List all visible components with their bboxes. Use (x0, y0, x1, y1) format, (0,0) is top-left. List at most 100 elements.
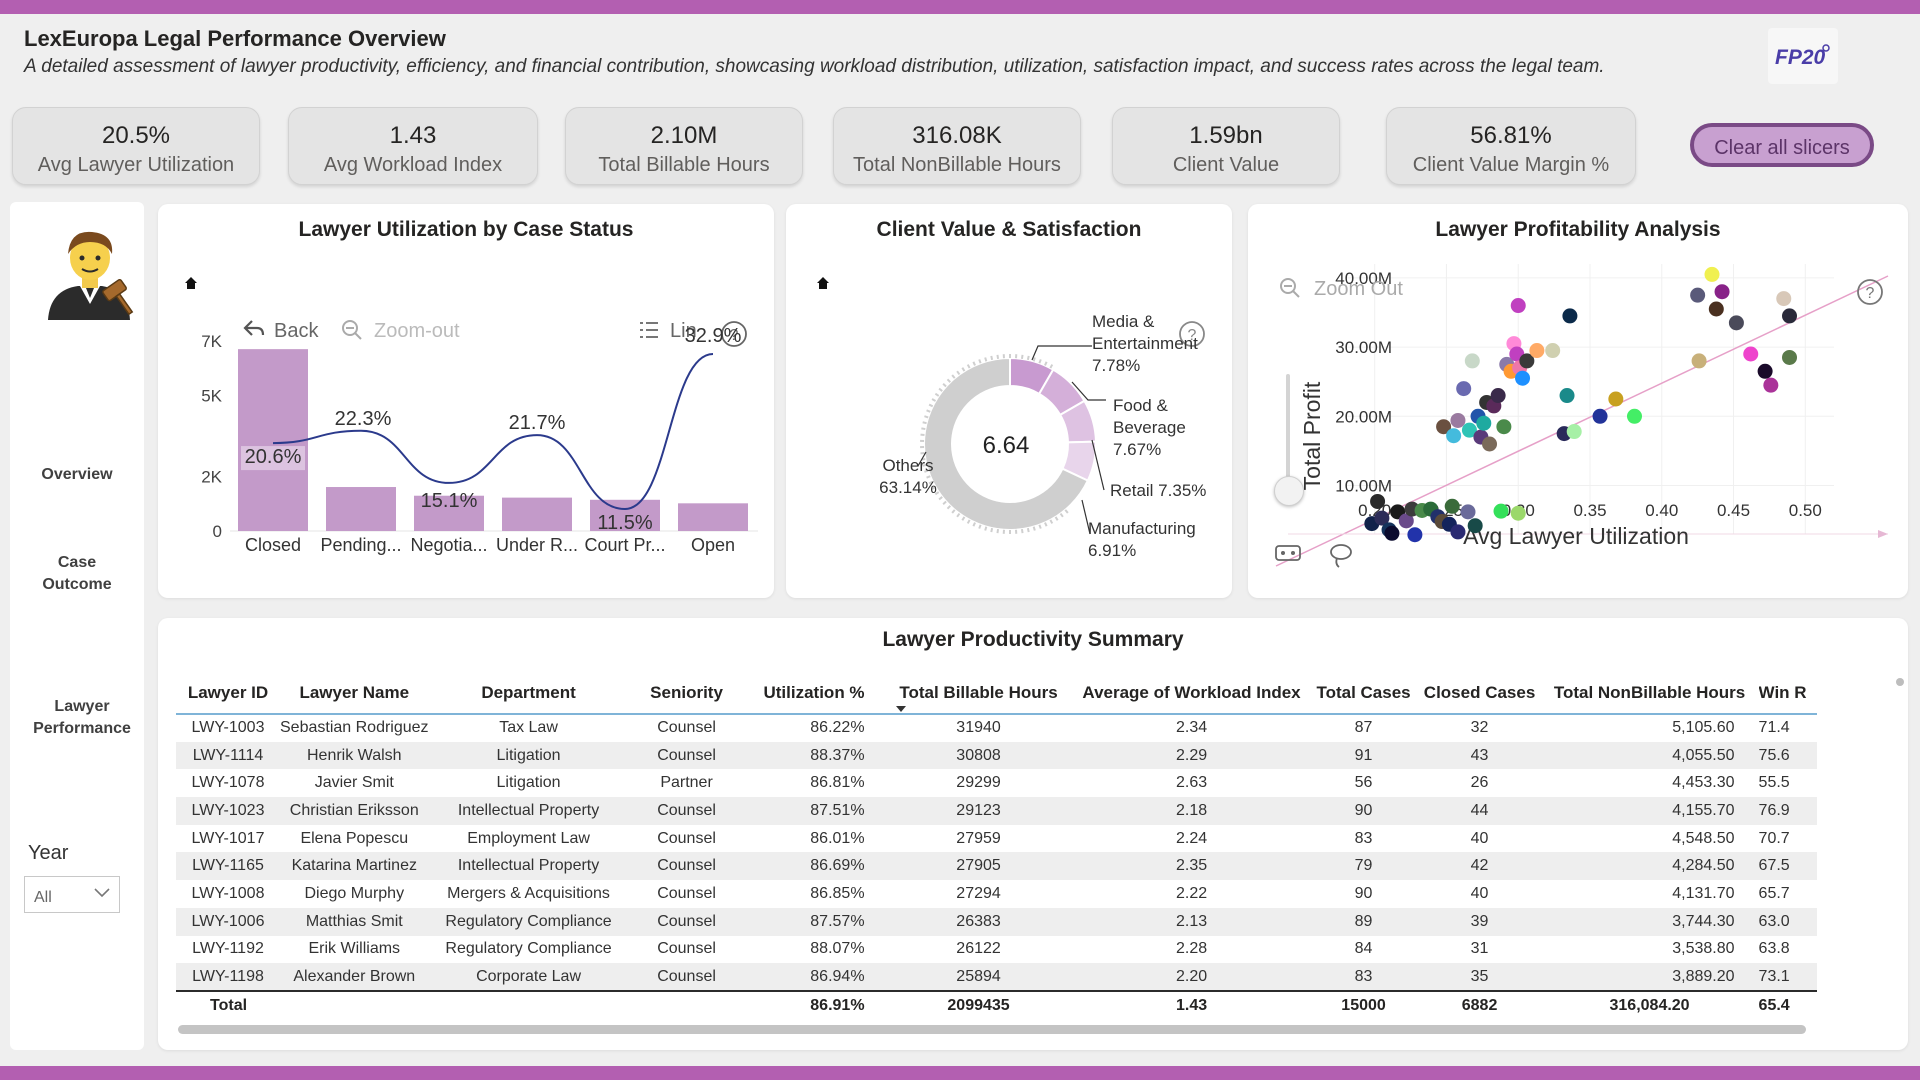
table-cell: LWY-1165 (176, 852, 280, 881)
donut-edge-tick (961, 516, 966, 521)
rectangle-select-icon[interactable] (1274, 542, 1302, 564)
scatter-point (1384, 525, 1400, 541)
client-value-chart-title: Client Value & Satisfaction (876, 218, 1142, 241)
clear-slicers-button[interactable]: Clear all slicers (1690, 123, 1874, 167)
column-header[interactable]: Seniority (628, 672, 745, 715)
svg-text:?: ? (730, 327, 739, 344)
table-row[interactable]: LWY-1192 Erik Williams Regulatory Complian… (176, 936, 1817, 964)
column-header[interactable]: Closed Cases (1418, 672, 1541, 715)
table-cell: Regulatory Compliance (428, 907, 629, 936)
donut-edge-tick (996, 354, 1000, 359)
help-icon[interactable]: ? (720, 320, 748, 348)
nav-case-outcome[interactable]: Case Outcome (42, 554, 112, 593)
donut-edge-tick (990, 527, 994, 533)
help-icon[interactable]: ? (1856, 278, 1884, 306)
scatter-point (1776, 291, 1792, 307)
year-slicer-dropdown[interactable]: All (24, 876, 120, 913)
svg-text:?: ? (1188, 327, 1197, 344)
table-cell: Employment Law (467, 829, 590, 847)
table-cell: 30808 (882, 741, 1075, 770)
line-data-label: 32.9% (685, 325, 742, 347)
donut-label: Manufacturing (1088, 519, 1196, 538)
table-cell: Counsel (628, 907, 745, 936)
donut-edge-tick (1059, 512, 1064, 518)
table-row[interactable]: LWY-1017 Elena Popescu Employment Law Couns… (176, 825, 1817, 853)
table-row[interactable]: LWY-1023 Christian Eriksson Intellectual P… (176, 797, 1817, 825)
x-axis-arrow (1878, 530, 1888, 538)
bar (678, 503, 748, 531)
logo-text: FP20 (1775, 46, 1826, 69)
zoom-slider-track[interactable] (1286, 374, 1290, 504)
kpi-card-utilization: 20.5% Avg Lawyer Utilization (12, 107, 260, 185)
table-row[interactable]: LWY-1165 Katarina Martinez Intellectual Pr… (176, 852, 1817, 881)
help-icon[interactable]: ? (1178, 320, 1206, 348)
column-header-sorted[interactable]: Total Billable Hours (882, 672, 1075, 715)
table-row[interactable]: LWY-1003 Sebastian Rodriguez Tax Law Counse… (176, 714, 1817, 742)
table-cell: 26122 (956, 940, 1001, 958)
table-cell: 2.35 (1074, 852, 1309, 881)
scatter-point (1714, 284, 1730, 300)
column-header[interactable]: Win R (1758, 672, 1817, 715)
back-button[interactable]: Back (274, 320, 319, 342)
kpi-label: Avg Lawyer Utilization (37, 154, 235, 176)
scatter-point (1566, 424, 1582, 440)
table-row[interactable]: LWY-1078 Javier Smit Litigation Partner 86.8… (176, 769, 1817, 797)
horizontal-scrollbar[interactable] (178, 1025, 1806, 1034)
zoom-slider-handle[interactable] (1274, 476, 1304, 506)
table-cell: 31940 (956, 719, 1001, 737)
lin-scale-button[interactable]: Lin (670, 320, 697, 342)
table-row[interactable]: LWY-1114 Henrik Walsh Litigation Counsel 88.… (176, 741, 1817, 770)
scatter-point (1562, 308, 1578, 324)
table-cell: Intellectual Property (428, 797, 629, 825)
home-icon[interactable] (184, 276, 198, 290)
table-cell: Matthias Smit (280, 907, 429, 936)
donut-slice (923, 356, 1090, 531)
table-cell: 4,155.70 (1540, 797, 1759, 825)
scatter-point (1782, 349, 1798, 365)
scatter-point (1461, 422, 1477, 438)
column-header[interactable]: Department (428, 672, 629, 715)
donut-edge-tick (1038, 359, 1042, 364)
table-cell: Mergers & Acquisitions (447, 884, 610, 902)
donut-edge-tick (924, 469, 929, 473)
column-header[interactable]: Total Cases (1308, 672, 1419, 715)
zoom-out-icon[interactable] (1278, 276, 1302, 300)
y-tick-label: 0 (213, 522, 222, 541)
table-cell: LWY-1078 (191, 774, 265, 792)
column-header[interactable]: Utilization % (744, 672, 883, 715)
donut-edge-tick (972, 522, 976, 527)
column-header[interactable]: Average of Workload Index (1074, 672, 1309, 715)
scatter-point (1510, 505, 1526, 521)
table-cell: 86.69% (744, 852, 883, 881)
table-row[interactable]: LWY-1008 Diego Murphy Mergers & Acquisitio… (176, 880, 1817, 908)
back-arrow-icon[interactable] (242, 318, 266, 340)
table-row[interactable]: LWY-1006 Matthias Smit Regulatory Complian… (176, 907, 1817, 936)
table-cell: 3,889.20 (1540, 963, 1759, 991)
table-cell: 5,105.60 (1672, 719, 1735, 737)
nav-lawyer-performance[interactable]: Lawyer Performance (33, 698, 131, 737)
scatter-point (1545, 343, 1561, 359)
column-header[interactable]: Lawyer ID (176, 672, 280, 715)
vertical-scroll-indicator[interactable] (1896, 678, 1904, 686)
scatter-point (1370, 493, 1386, 509)
donut-edge-tick (972, 361, 976, 366)
home-icon[interactable] (816, 276, 830, 290)
column-header[interactable]: Lawyer Name (280, 672, 429, 715)
kpi-label: Total Billable Hours (598, 154, 770, 176)
x-tick-label: Closed (245, 535, 301, 555)
table-cell: Elena Popescu (300, 829, 409, 847)
zoom-out-button[interactable]: Zoom-out (374, 320, 460, 342)
table-row[interactable]: LWY-1198 Alexander Brown Corporate Law Coun… (176, 963, 1817, 991)
lasso-select-icon[interactable] (1328, 542, 1354, 570)
utilization-chart-title: Lawyer Utilization by Case Status (298, 218, 634, 241)
column-header[interactable]: Total NonBillable Hours (1540, 672, 1759, 715)
table-cell: 29123 (882, 797, 1075, 825)
line-data-label: 21.7% (509, 412, 566, 434)
table-cell: 88.37% (744, 741, 883, 770)
zoom-out-icon[interactable] (340, 318, 364, 342)
scatter-point (1690, 287, 1706, 303)
scatter-zoom-out-button[interactable]: Zoom Out (1314, 278, 1403, 300)
nav-overview[interactable]: Overview (41, 466, 113, 483)
list-icon[interactable] (638, 320, 660, 340)
profitability-chart-title: Lawyer Profitability Analysis (1435, 218, 1721, 241)
